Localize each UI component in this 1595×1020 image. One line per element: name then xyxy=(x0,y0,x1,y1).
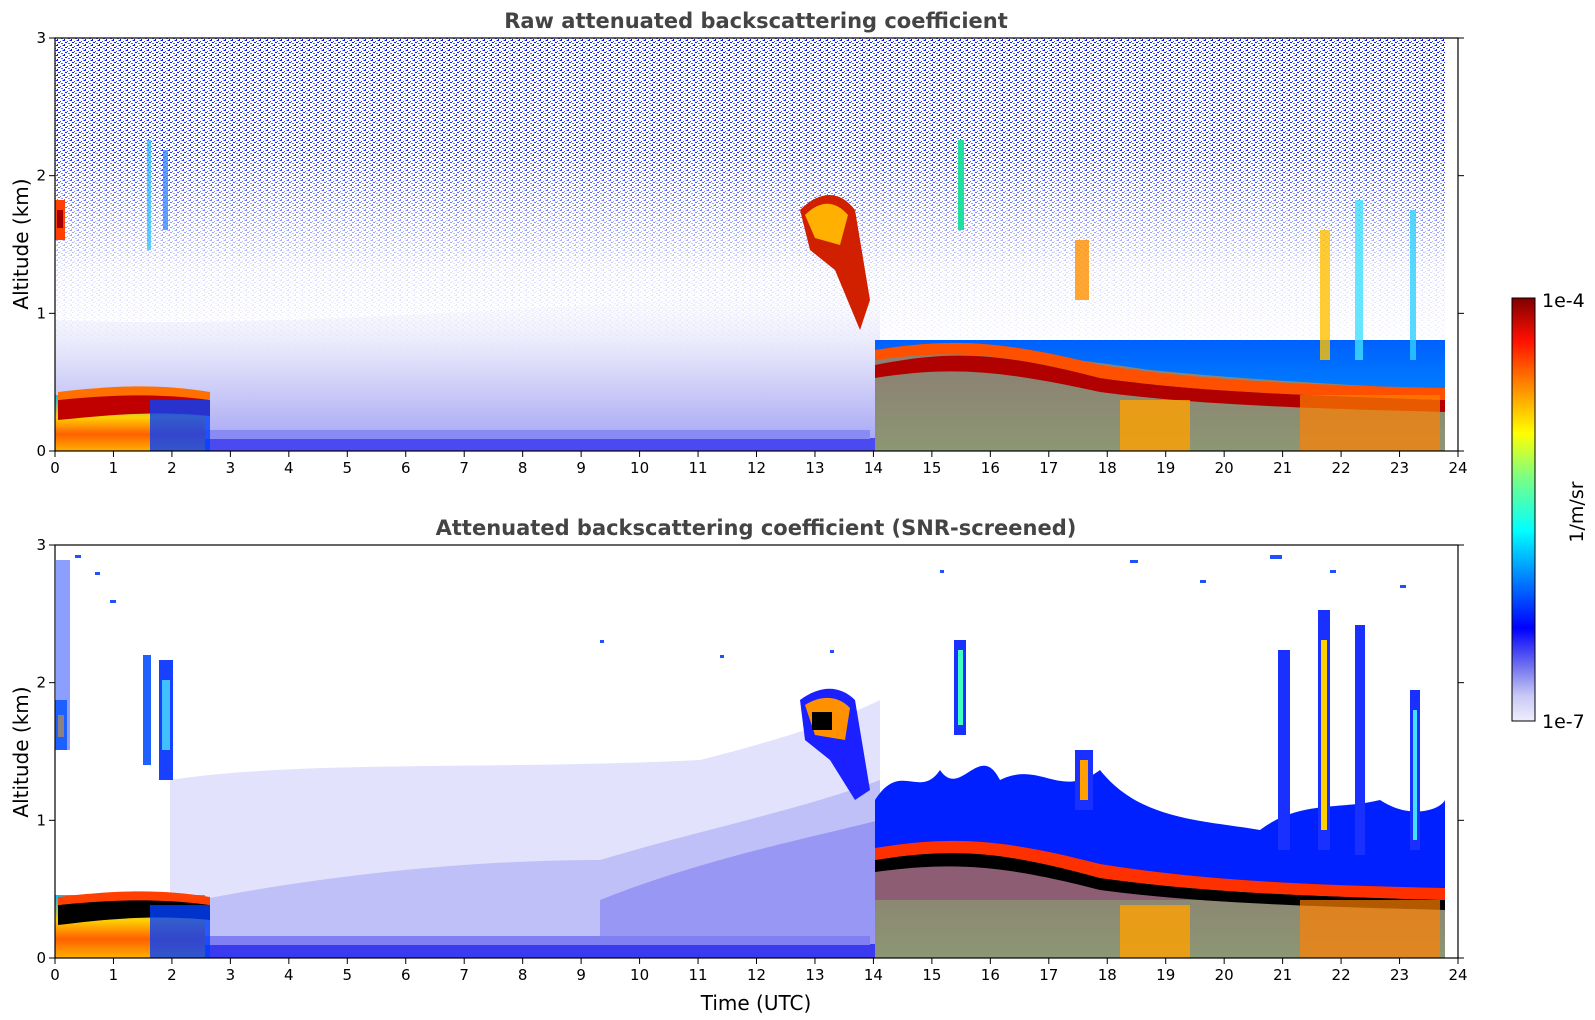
panel-screened-image xyxy=(55,545,1458,958)
x-tick-label: 22 xyxy=(1332,966,1351,984)
x-tick-label: 15 xyxy=(922,966,941,984)
panel-raw-title: Raw attenuated backscattering coefficien… xyxy=(504,9,1008,33)
x-tick-label: 8 xyxy=(518,966,528,984)
panel-screened-y-ticks: 0 1 2 3 xyxy=(36,536,1464,967)
x-tick-label: 12 xyxy=(747,966,766,984)
x-tick-label: 20 xyxy=(1215,966,1234,984)
x-tick-label: 5 xyxy=(343,459,353,477)
x-tick-label: 3 xyxy=(226,459,236,477)
x-tick-label: 21 xyxy=(1273,459,1292,477)
panel-screened-title: Attenuated backscattering coefficient (S… xyxy=(436,516,1077,540)
x-tick-label: 8 xyxy=(518,459,528,477)
x-tick-label: 4 xyxy=(284,459,294,477)
x-tick-label: 3 xyxy=(226,966,236,984)
colorbar: 1e-4 1e-7 1/m/sr xyxy=(1511,290,1588,733)
x-tick-label: 9 xyxy=(576,966,586,984)
y-tick-label: 2 xyxy=(36,167,46,185)
y-tick-label: 1 xyxy=(36,304,46,322)
y-tick-label: 0 xyxy=(36,949,46,967)
x-tick-label: 0 xyxy=(50,459,60,477)
x-tick-label: 18 xyxy=(1098,966,1117,984)
x-tick-label: 7 xyxy=(459,966,469,984)
panel-screened-y-label: Altitude (km) xyxy=(9,686,33,817)
x-tick-label: 16 xyxy=(981,966,1000,984)
y-tick-label: 2 xyxy=(36,674,46,692)
x-tick-label: 1 xyxy=(109,459,119,477)
x-tick-label: 4 xyxy=(284,966,294,984)
panel-screened-x-ticks: 0 1 2 3 4 5 6 7 8 9 10 11 12 13 14 15 16 17 18 19 20 21 22 23 24 xyxy=(50,958,1468,984)
y-tick-label: 0 xyxy=(36,442,46,460)
x-tick-label: 19 xyxy=(1156,966,1175,984)
x-tick-label: 19 xyxy=(1156,459,1175,477)
panel-raw: Raw attenuated backscattering coefficien… xyxy=(9,9,1468,477)
x-tick-label: 1 xyxy=(109,966,119,984)
x-tick-label: 10 xyxy=(630,966,649,984)
x-tick-label: 22 xyxy=(1332,459,1351,477)
x-tick-label: 18 xyxy=(1098,459,1117,477)
colorbar-min-label: 1e-7 xyxy=(1542,711,1585,733)
x-tick-label: 23 xyxy=(1390,459,1409,477)
panel-raw-x-ticks: 0 1 2 3 4 5 6 7 8 9 10 11 12 13 14 15 16 17 18 19 20 21 22 23 24 xyxy=(50,451,1468,477)
x-tick-label: 24 xyxy=(1448,459,1467,477)
x-tick-label: 10 xyxy=(630,459,649,477)
x-tick-label: 16 xyxy=(981,459,1000,477)
x-tick-label: 0 xyxy=(50,966,60,984)
panel-screened: Attenuated backscattering coefficient (S… xyxy=(9,516,1468,1015)
x-tick-label: 2 xyxy=(167,966,177,984)
x-tick-label: 13 xyxy=(805,459,824,477)
x-tick-label: 21 xyxy=(1273,966,1292,984)
x-tick-label: 23 xyxy=(1390,966,1409,984)
x-tick-label: 13 xyxy=(805,966,824,984)
x-tick-label: 11 xyxy=(688,459,707,477)
panel-screened-x-label: Time (UTC) xyxy=(700,991,812,1015)
panel-raw-image xyxy=(55,38,1458,451)
x-tick-label: 6 xyxy=(401,966,411,984)
x-tick-label: 9 xyxy=(576,459,586,477)
x-tick-label: 6 xyxy=(401,459,411,477)
x-tick-label: 5 xyxy=(343,966,353,984)
y-tick-label: 3 xyxy=(36,29,46,47)
x-tick-label: 14 xyxy=(864,966,883,984)
colorbar-unit-label: 1/m/sr xyxy=(1566,481,1588,542)
x-tick-label: 17 xyxy=(1039,459,1058,477)
x-tick-label: 12 xyxy=(747,459,766,477)
x-tick-label: 7 xyxy=(459,459,469,477)
panel-raw-y-label: Altitude (km) xyxy=(9,178,33,309)
x-tick-label: 15 xyxy=(922,459,941,477)
x-tick-label: 24 xyxy=(1448,966,1467,984)
colorbar-max-label: 1e-4 xyxy=(1542,290,1585,312)
x-tick-label: 14 xyxy=(864,459,883,477)
y-tick-label: 1 xyxy=(36,811,46,829)
y-tick-label: 3 xyxy=(36,536,46,554)
x-tick-label: 11 xyxy=(688,966,707,984)
x-tick-label: 20 xyxy=(1215,459,1234,477)
panel-raw-y-ticks: 0 1 2 3 xyxy=(36,29,1464,460)
x-tick-label: 2 xyxy=(167,459,177,477)
colorbar-gradient xyxy=(1511,297,1536,722)
x-tick-label: 17 xyxy=(1039,966,1058,984)
